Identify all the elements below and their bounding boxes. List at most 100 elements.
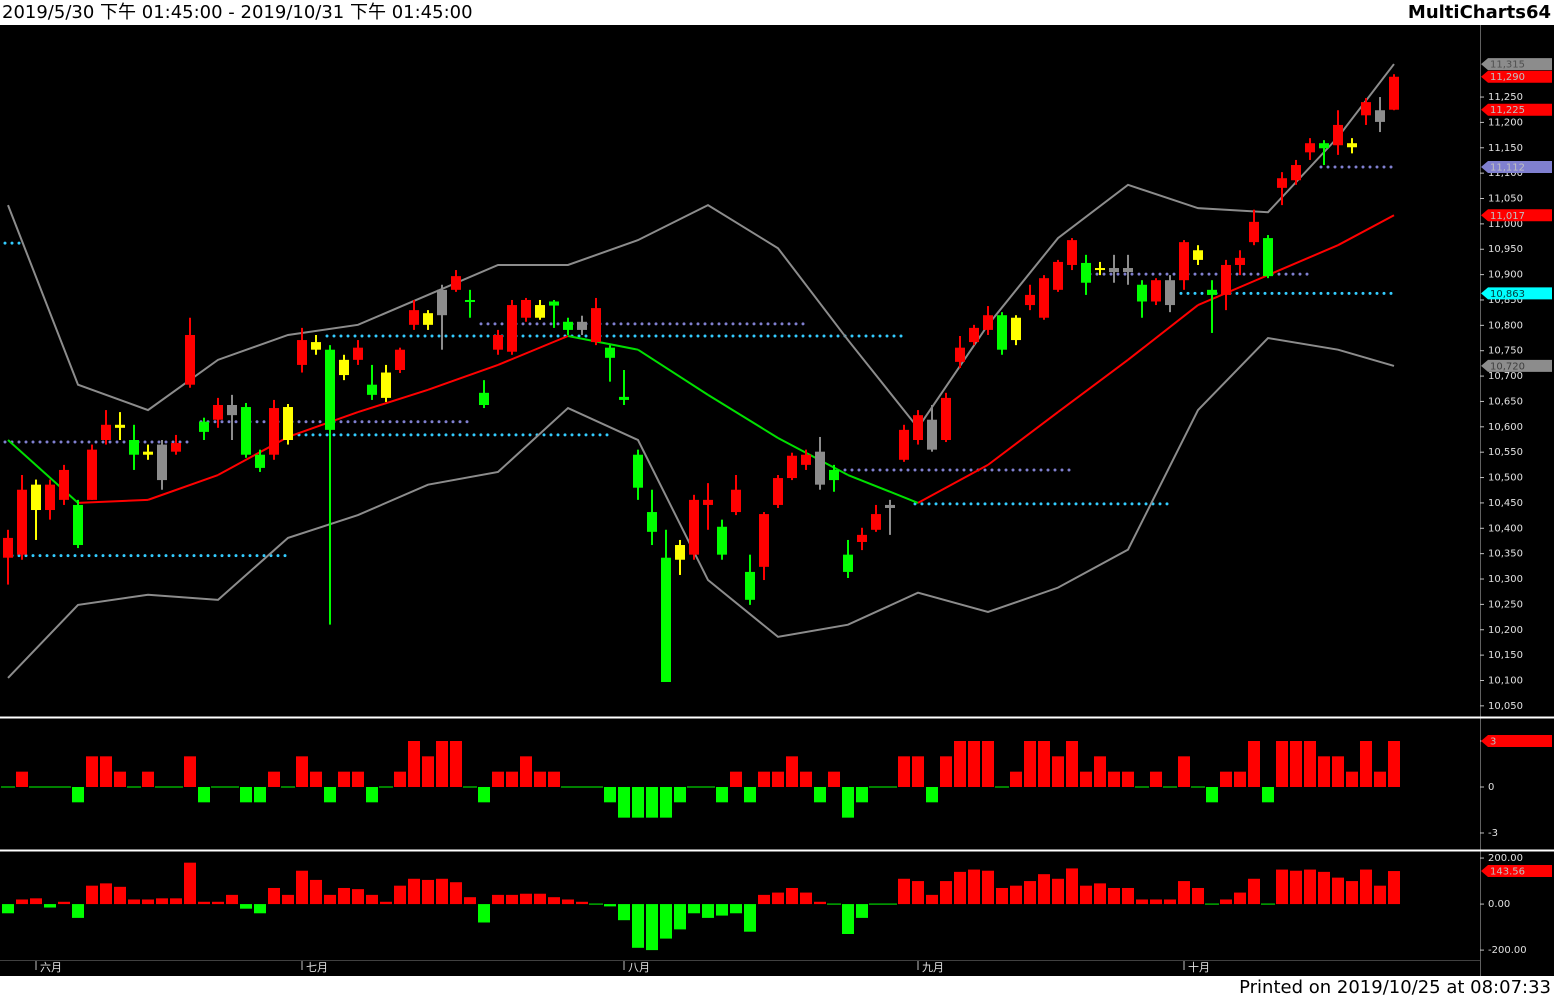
y-tick-label: 10,450 xyxy=(1488,498,1523,509)
bar xyxy=(268,771,280,787)
bar xyxy=(1374,885,1386,905)
bar xyxy=(674,786,686,803)
y-tick-label: 10,350 xyxy=(1488,549,1523,560)
candle-body xyxy=(423,313,433,325)
bar xyxy=(394,771,406,787)
bar xyxy=(1094,756,1106,787)
bar xyxy=(1094,883,1106,905)
candle-body xyxy=(913,415,923,441)
bar xyxy=(1108,887,1120,905)
candle-body xyxy=(1039,278,1049,318)
candle-body xyxy=(927,419,937,450)
candle-body xyxy=(325,349,335,430)
candle-body xyxy=(311,342,321,350)
bar xyxy=(128,899,140,905)
bar xyxy=(450,882,462,905)
bar xyxy=(968,741,980,787)
candle-body xyxy=(647,512,657,532)
candle-body xyxy=(507,305,517,352)
candle-body xyxy=(479,392,489,405)
bar xyxy=(1052,878,1064,905)
bar xyxy=(506,894,518,905)
bar xyxy=(100,756,112,787)
price-tag xyxy=(1481,161,1552,174)
bar xyxy=(1276,741,1288,787)
y-tick-label: 11,200 xyxy=(1488,117,1523,128)
bar xyxy=(142,771,154,787)
candle-body xyxy=(451,276,461,290)
bar xyxy=(646,786,658,818)
bar xyxy=(772,892,784,905)
bar xyxy=(632,786,644,818)
y-tick-label: 0.00 xyxy=(1488,899,1510,910)
y-tick-label: 10,600 xyxy=(1488,422,1523,433)
bar xyxy=(912,881,924,905)
candle-body xyxy=(367,384,377,395)
bar xyxy=(254,786,266,803)
bar xyxy=(1276,869,1288,905)
candle-body xyxy=(563,321,573,330)
candle-body xyxy=(759,514,769,567)
bar xyxy=(1388,741,1400,787)
price-tag-label: 10,863 xyxy=(1490,289,1525,300)
bar xyxy=(576,901,588,905)
bar xyxy=(212,901,224,905)
candle-body xyxy=(1081,262,1091,283)
candle-body xyxy=(885,504,895,508)
moving-average xyxy=(1127,304,1199,361)
y-tick-label: 10,800 xyxy=(1488,320,1523,331)
bar xyxy=(464,897,476,905)
candle-body xyxy=(605,347,615,358)
bar xyxy=(1290,870,1302,905)
candle-body xyxy=(955,347,965,362)
candle-body xyxy=(1123,268,1133,273)
bar xyxy=(506,771,518,787)
bar xyxy=(814,901,826,905)
candle-body xyxy=(353,347,363,360)
candle-body xyxy=(87,449,97,500)
bar xyxy=(492,894,504,905)
footer-text: Printed on 2019/10/25 at 08:07:33 xyxy=(1239,977,1551,998)
bar xyxy=(716,904,728,916)
moving-average xyxy=(1197,274,1269,306)
bar xyxy=(240,904,252,909)
bar xyxy=(2,904,14,914)
bar xyxy=(268,887,280,905)
candle-body xyxy=(577,321,587,330)
moving-average xyxy=(987,411,1059,466)
x-tick-label: 十月 xyxy=(1188,960,1210,974)
bar xyxy=(296,870,308,905)
bar xyxy=(1206,786,1218,803)
bar xyxy=(72,904,84,918)
candle-body xyxy=(619,396,629,400)
y-tick-label: 10,050 xyxy=(1488,701,1523,712)
candle-body xyxy=(1207,289,1217,295)
bar xyxy=(380,901,392,905)
y-tick-label: 11,100 xyxy=(1488,168,1523,179)
candle-body xyxy=(997,315,1007,350)
bar xyxy=(674,904,686,930)
candle-body xyxy=(1389,76,1399,110)
bar xyxy=(1010,771,1022,787)
moving-average xyxy=(427,363,499,391)
bar xyxy=(1024,881,1036,905)
bar xyxy=(114,886,126,905)
bar xyxy=(1010,885,1022,905)
bar xyxy=(296,756,308,787)
price-tag xyxy=(1481,359,1552,372)
bar xyxy=(814,786,826,803)
moving-average xyxy=(77,498,149,504)
moving-average xyxy=(847,474,919,504)
bar xyxy=(1080,885,1092,905)
bar xyxy=(436,878,448,905)
bar xyxy=(1178,756,1190,787)
bar xyxy=(954,741,966,787)
moving-average xyxy=(777,437,849,476)
bar xyxy=(198,786,210,803)
bar xyxy=(786,756,798,787)
candle-body xyxy=(241,407,251,455)
bar xyxy=(1080,771,1092,787)
y-tick-label: 10,550 xyxy=(1488,447,1523,458)
candle-body xyxy=(255,454,265,468)
candle-body xyxy=(1235,257,1245,265)
